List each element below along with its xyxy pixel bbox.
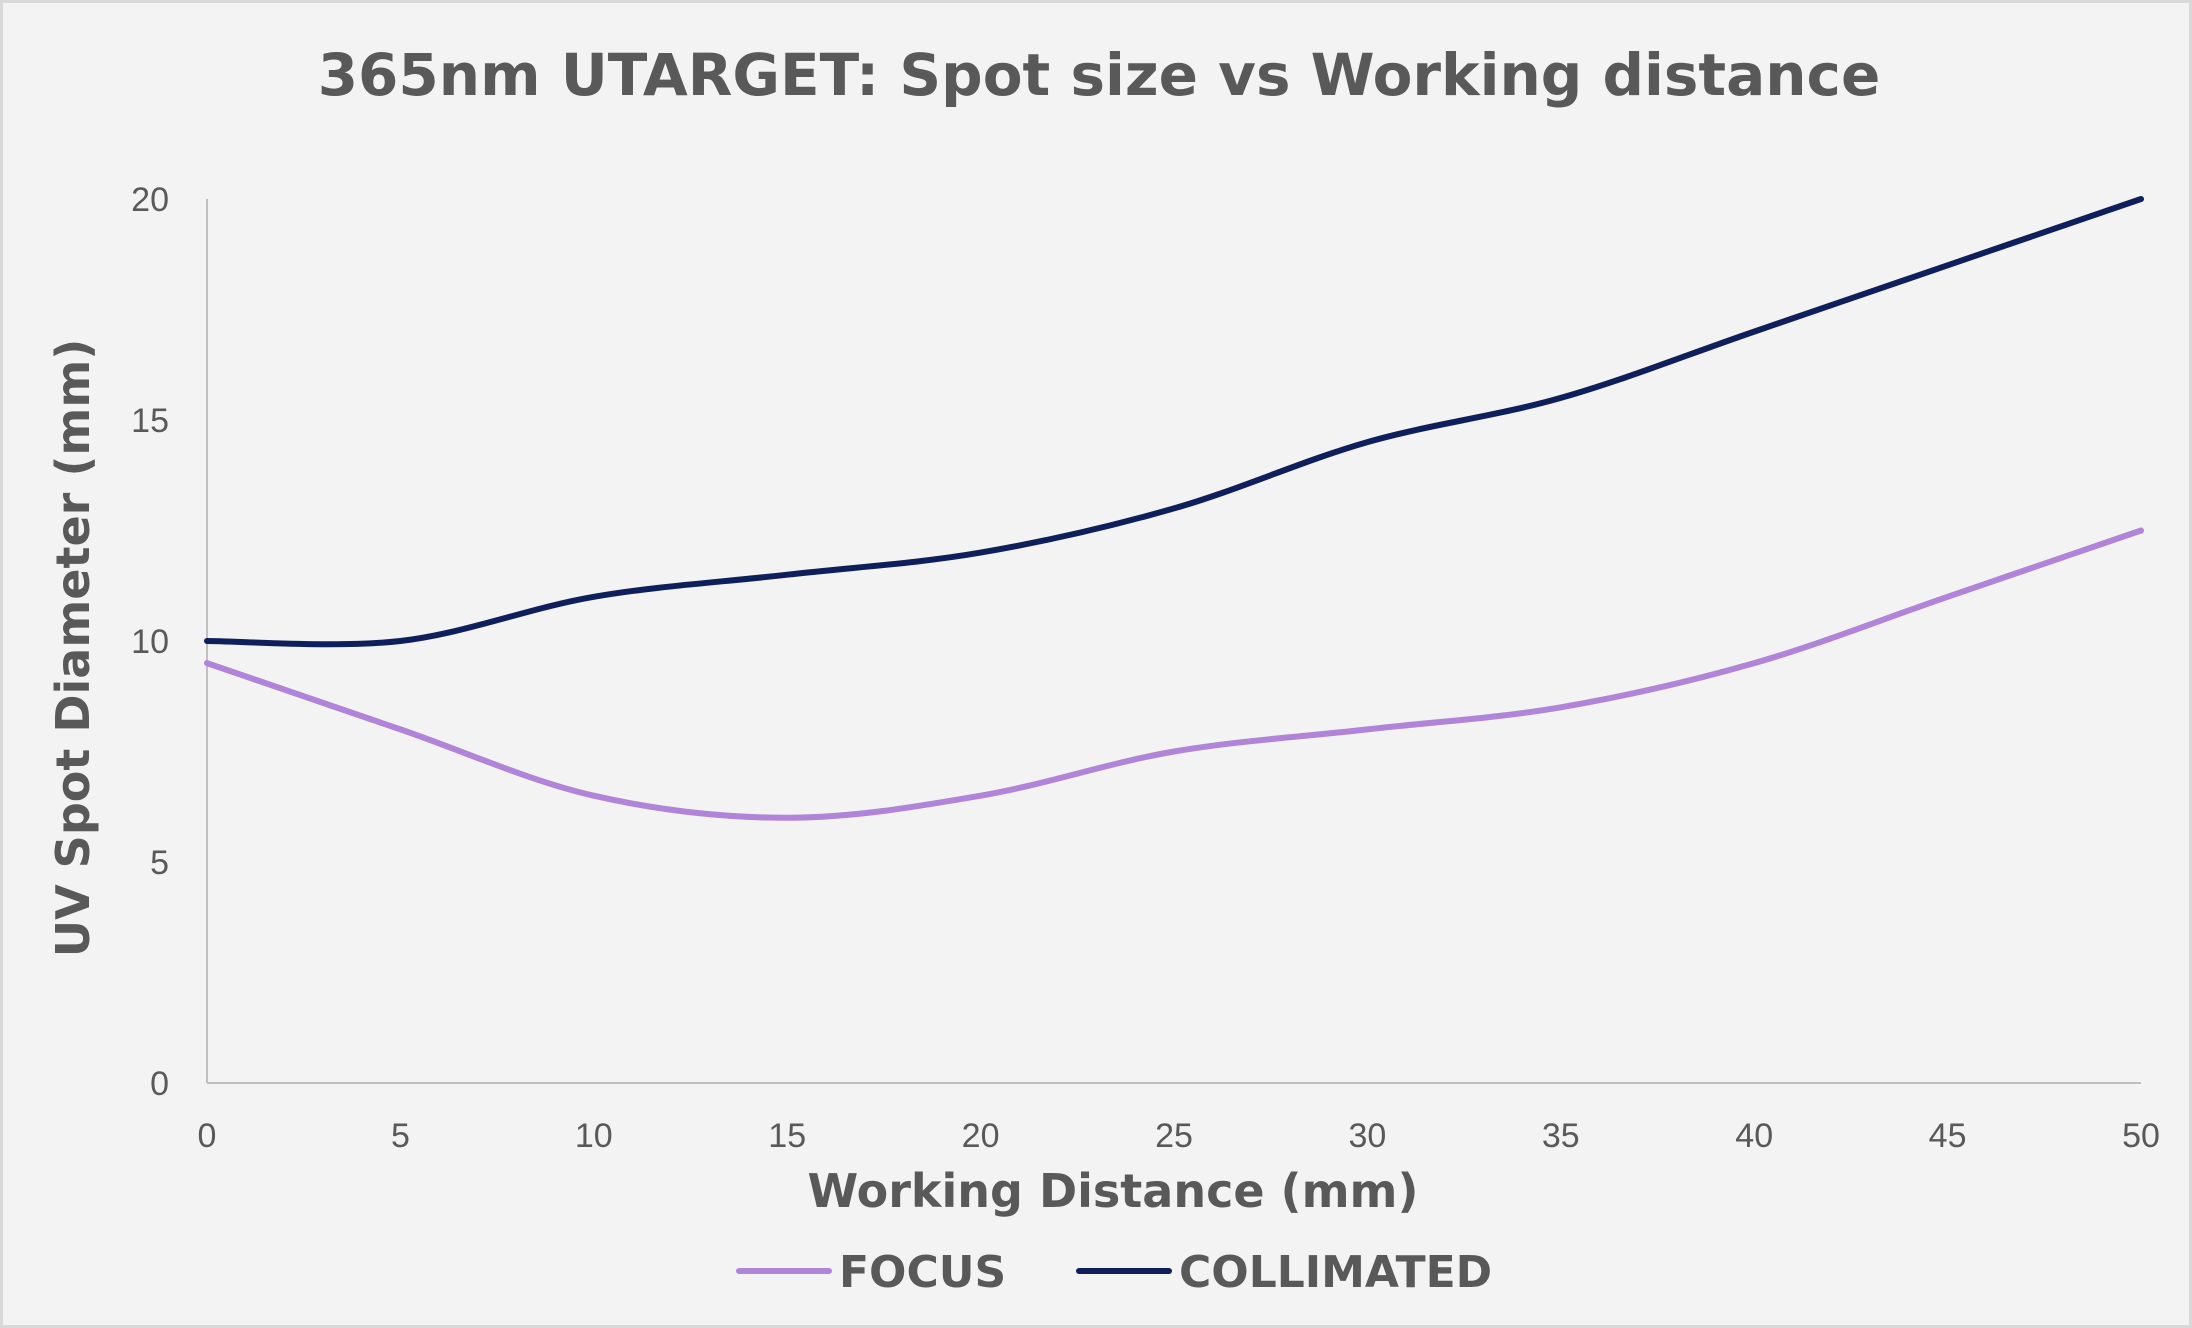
x-tick-label: 0 bbox=[198, 1117, 217, 1155]
y-axis-title: UV Spot Diameter (mm) bbox=[46, 339, 100, 958]
x-tick-label: 35 bbox=[1542, 1117, 1580, 1155]
y-tick-label: 15 bbox=[131, 402, 169, 440]
x-tick-label: 10 bbox=[575, 1117, 613, 1155]
x-axis-ticks: 0 5 10 15 20 25 30 35 40 45 50 bbox=[198, 1117, 2160, 1155]
series-lines bbox=[204, 196, 2144, 821]
series-line-focus bbox=[204, 527, 2144, 821]
x-tick-label: 20 bbox=[962, 1117, 1000, 1155]
x-tick-label: 45 bbox=[1929, 1117, 1967, 1155]
x-tick-label: 15 bbox=[768, 1117, 806, 1155]
x-tick-label: 25 bbox=[1155, 1117, 1193, 1155]
y-axis-ticks: 0 5 10 15 20 bbox=[131, 181, 169, 1103]
x-tick-label: 5 bbox=[391, 1117, 410, 1155]
y-tick-label: 0 bbox=[150, 1065, 169, 1103]
chart-title: 365nm UTARGET: Spot size vs Working dist… bbox=[318, 41, 1881, 109]
legend-label-collimated: COLLIMATED bbox=[1179, 1247, 1492, 1298]
x-tick-label: 50 bbox=[2122, 1117, 2160, 1155]
series-line-collimated bbox=[204, 196, 2144, 648]
y-tick-label: 20 bbox=[131, 181, 169, 219]
x-tick-label: 30 bbox=[1348, 1117, 1386, 1155]
x-axis-title: Working Distance (mm) bbox=[808, 1164, 1419, 1218]
x-tick-label: 40 bbox=[1735, 1117, 1773, 1155]
y-tick-label: 5 bbox=[150, 844, 169, 882]
y-tick-label: 10 bbox=[131, 623, 169, 661]
legend: FOCUS COLLIMATED bbox=[736, 1247, 1492, 1298]
legend-label-focus: FOCUS bbox=[839, 1247, 1006, 1298]
line-chart: 365nm UTARGET: Spot size vs Working dist… bbox=[46, 41, 2160, 1298]
